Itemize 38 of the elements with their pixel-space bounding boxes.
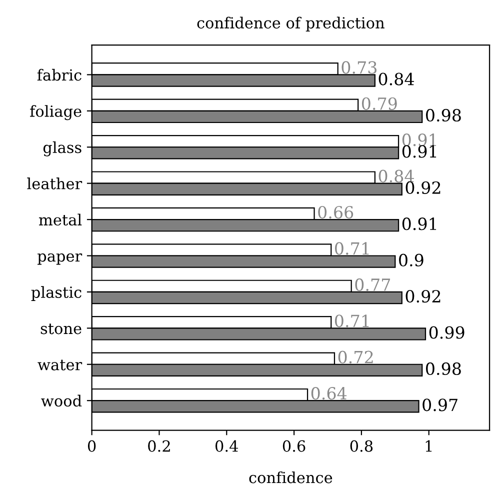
y-tick-label: metal bbox=[38, 214, 82, 226]
data-label: 0.77 bbox=[355, 278, 390, 291]
chart-title: confidence of prediction bbox=[197, 16, 384, 32]
data-label: 0.72 bbox=[338, 350, 373, 364]
y-tick-label: wood bbox=[41, 394, 82, 407]
y-tick-label: foliage bbox=[30, 105, 82, 120]
data-label: 0.92 bbox=[406, 290, 440, 303]
x-tick-label: 0.4 bbox=[215, 440, 238, 452]
y-tick-label: fabric bbox=[37, 68, 82, 81]
data-label: 0.66 bbox=[318, 206, 354, 219]
data-label: 0.64 bbox=[311, 387, 347, 400]
y-tick-label: paper bbox=[38, 253, 82, 265]
data-label: 0.9 bbox=[399, 254, 424, 266]
data-label: 0.99 bbox=[429, 326, 464, 339]
x-tick-label: 0.6 bbox=[282, 440, 306, 452]
y-tick-label: plastic bbox=[31, 286, 82, 301]
x-tick-label: 1 bbox=[426, 440, 432, 452]
y-tick-label: leather bbox=[27, 178, 82, 190]
data-label: 0.71 bbox=[334, 314, 369, 328]
data-label: 0.71 bbox=[334, 242, 369, 255]
data-label: 0.91 bbox=[402, 145, 436, 158]
x-tick-label: 0 bbox=[88, 440, 96, 452]
y-tick-label: stone bbox=[40, 324, 82, 334]
data-label: 0.98 bbox=[426, 108, 461, 122]
y-tick-label: water bbox=[38, 360, 82, 370]
data-label: 0.98 bbox=[426, 362, 461, 376]
data-label: 0.84 bbox=[378, 72, 414, 86]
data-label: 0.79 bbox=[362, 97, 397, 110]
x-tick-label: 0.2 bbox=[148, 440, 170, 452]
data-label: 0.97 bbox=[422, 398, 458, 412]
data-label: 0.84 bbox=[378, 170, 414, 182]
data-label: 0.73 bbox=[342, 61, 377, 74]
y-tick-label: glass bbox=[43, 141, 82, 156]
data-label: 0.92 bbox=[406, 181, 440, 194]
data-label: 0.91 bbox=[402, 134, 436, 146]
x-axis-title: confidence bbox=[249, 471, 332, 484]
x-tick-label: 0.8 bbox=[350, 440, 373, 452]
data-label: 0.91 bbox=[402, 218, 436, 230]
